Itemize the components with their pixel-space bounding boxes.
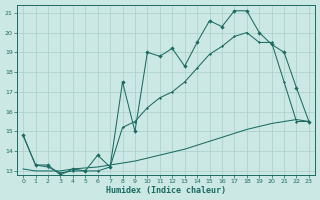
X-axis label: Humidex (Indice chaleur): Humidex (Indice chaleur) bbox=[106, 186, 226, 195]
